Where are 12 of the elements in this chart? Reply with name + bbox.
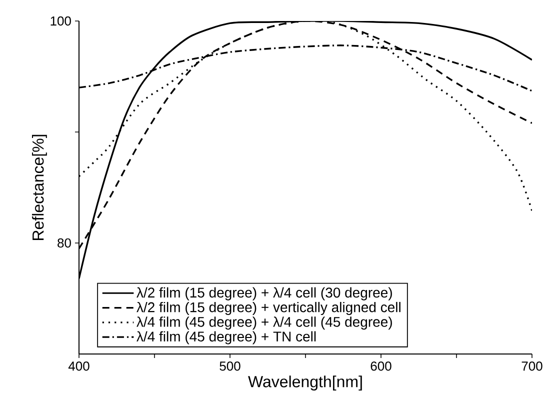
y-axis-title: Reflectance[%]	[32, 134, 47, 240]
y-tick-label: 100	[50, 16, 71, 26]
legend-label: λ/2 film (15 degree) + vertically aligned cell	[136, 302, 400, 315]
legend-label: λ/4 film (45 degree) + TN cell	[136, 331, 316, 344]
x-axis-title: Wavelength[nm]	[248, 376, 362, 391]
legend-label: λ/2 film (15 degree) + λ/4 cell (30 degree)	[136, 287, 392, 300]
y-tick-label: 80	[58, 238, 71, 248]
x-tick-label: 700	[522, 362, 542, 371]
x-tick-label: 400	[68, 362, 90, 371]
legend-label: λ/4 film (45 degree) + λ/4 cell (45 degree)	[136, 316, 392, 330]
x-tick-label: 600	[370, 362, 392, 371]
x-tick-label: 500	[220, 362, 240, 371]
